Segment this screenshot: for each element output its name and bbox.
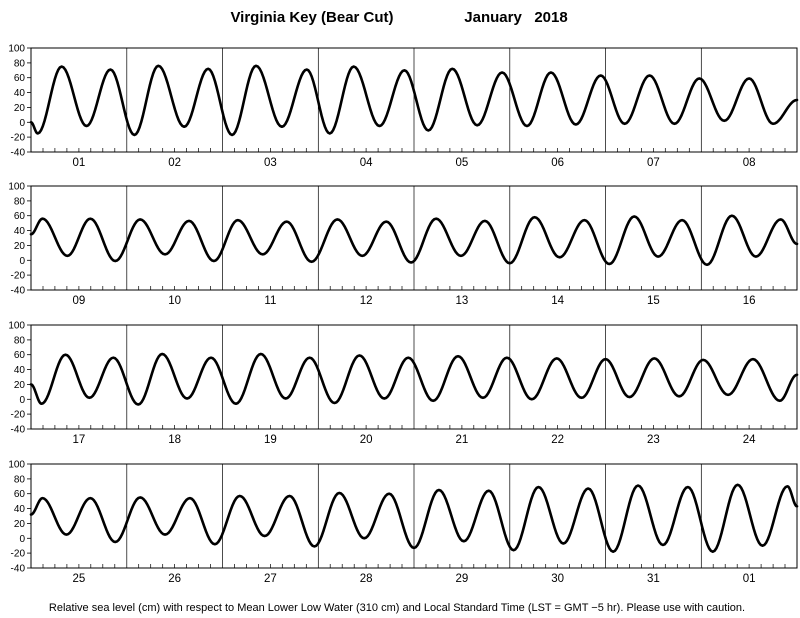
y-tick-label: -20 xyxy=(11,410,26,421)
day-label: 17 xyxy=(73,434,86,446)
tide-panel-4: -40 -20 0 20 40 60 80 100 25 26 27 28 29 30 31 01 xyxy=(8,460,799,585)
day-label: 31 xyxy=(647,573,660,585)
day-label: 19 xyxy=(264,434,277,446)
panel-frame xyxy=(30,47,798,153)
day-label: 15 xyxy=(647,295,660,307)
y-tick-label: 0 xyxy=(19,395,25,406)
y-tick-label: 0 xyxy=(19,256,25,267)
tide-curve xyxy=(29,352,799,406)
tide-panel-2: -40 -20 0 20 40 60 80 100 09 10 11 12 13 14 15 16 xyxy=(8,182,799,307)
tide-curve xyxy=(29,64,799,137)
tide-curve xyxy=(29,483,799,553)
y-tick-label: 80 xyxy=(14,196,26,207)
day-label: 08 xyxy=(743,157,756,169)
y-tick-label: 40 xyxy=(14,226,26,237)
y-tick-label: 100 xyxy=(8,321,25,332)
day-label: 24 xyxy=(743,434,756,446)
y-tick-label: 0 xyxy=(19,118,25,129)
y-tick-label: 0 xyxy=(19,534,25,545)
y-tick-label: -20 xyxy=(11,133,26,144)
day-label: 28 xyxy=(360,573,373,585)
chart-title-station: Virginia Key (Bear Cut) xyxy=(230,9,393,26)
day-label: 14 xyxy=(551,295,564,307)
day-label: 13 xyxy=(456,295,469,307)
tide-panel-1: -40 -20 0 20 40 60 80 100 01 02 03 04 05 06 07 08 xyxy=(8,44,799,169)
y-tick-label: -40 xyxy=(11,148,26,159)
panel-frame xyxy=(30,185,798,291)
tide-curve xyxy=(29,214,799,267)
y-tick-label: -40 xyxy=(11,564,26,575)
y-tick-label: 60 xyxy=(14,211,26,222)
y-tick-label: 100 xyxy=(8,44,25,55)
tide-panel-3: -40 -20 0 20 40 60 80 100 17 18 19 20 21 22 23 24 xyxy=(8,321,799,446)
day-label: 09 xyxy=(73,295,86,307)
day-label: 23 xyxy=(647,434,660,446)
day-label: 29 xyxy=(456,573,469,585)
day-label: 07 xyxy=(647,157,660,169)
day-label: 16 xyxy=(743,295,756,307)
day-label: 01 xyxy=(73,157,86,169)
y-tick-label: 80 xyxy=(14,335,26,346)
day-label: 11 xyxy=(264,295,276,307)
y-tick-label: 60 xyxy=(14,350,26,361)
y-tick-label: 60 xyxy=(14,73,26,84)
chart-caption: Relative sea level (cm) with respect to … xyxy=(49,602,745,614)
y-tick-label: -40 xyxy=(11,286,26,297)
y-tick-label: -20 xyxy=(11,271,26,282)
day-label: 18 xyxy=(168,434,181,446)
y-tick-label: 100 xyxy=(8,182,25,193)
y-tick-label: 80 xyxy=(14,474,26,485)
day-label: 03 xyxy=(264,157,277,169)
y-tick-label: 20 xyxy=(14,103,26,114)
y-tick-label: 40 xyxy=(14,504,26,515)
day-label: 26 xyxy=(168,573,181,585)
y-tick-label: 20 xyxy=(14,241,26,252)
y-tick-label: 20 xyxy=(14,380,26,391)
day-label: 25 xyxy=(73,573,86,585)
day-label: 30 xyxy=(551,573,564,585)
y-tick-label: 60 xyxy=(14,489,26,500)
day-label: 02 xyxy=(168,157,181,169)
panel-frame xyxy=(30,463,798,569)
day-label: 04 xyxy=(360,157,373,169)
panel-frame xyxy=(30,324,798,430)
y-tick-label: 80 xyxy=(14,58,26,69)
day-label: 20 xyxy=(360,434,373,446)
y-tick-label: -40 xyxy=(11,425,26,436)
y-tick-label: 20 xyxy=(14,519,26,530)
y-tick-label: 100 xyxy=(8,460,25,471)
day-label: 05 xyxy=(456,157,469,169)
chart-title-date: January 2018 xyxy=(464,9,567,26)
day-label: 27 xyxy=(264,573,277,585)
day-label: 12 xyxy=(360,295,373,307)
day-label: 06 xyxy=(551,157,564,169)
y-tick-label: 40 xyxy=(14,88,26,99)
day-label: 10 xyxy=(168,295,181,307)
y-tick-label: 40 xyxy=(14,365,26,376)
y-tick-label: -20 xyxy=(11,549,26,560)
day-label: 21 xyxy=(456,434,469,446)
day-label: 01 xyxy=(743,573,756,585)
day-label: 22 xyxy=(551,434,564,446)
